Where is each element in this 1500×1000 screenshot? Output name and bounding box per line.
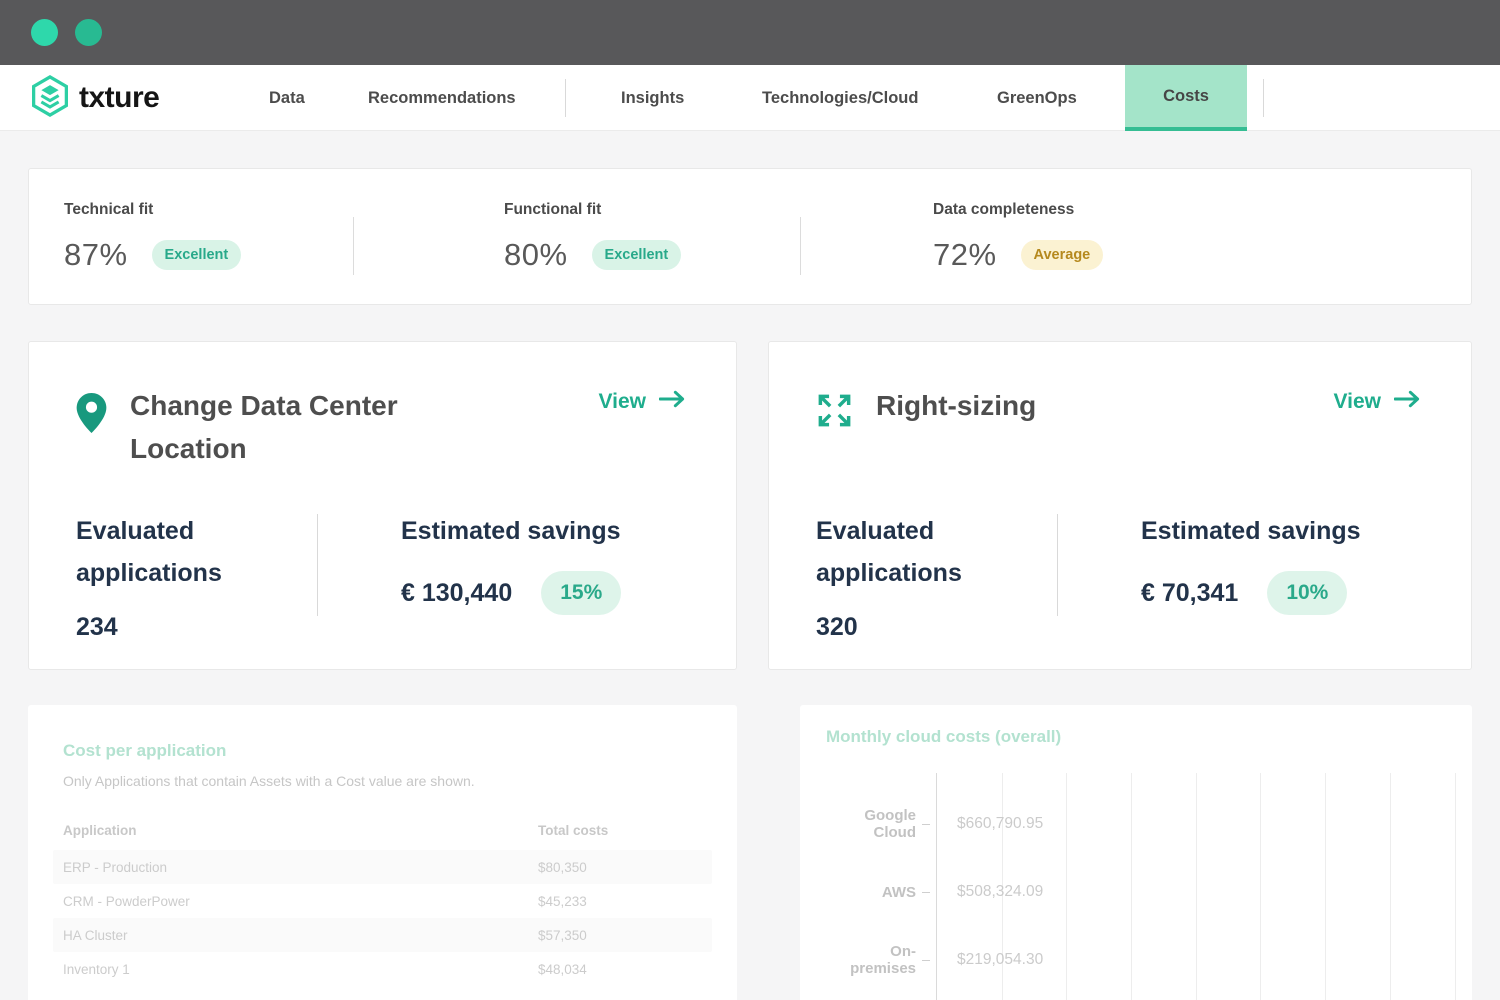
brand-wordmark: txture: [79, 81, 160, 114]
stat-divider: [1057, 514, 1058, 616]
metric-label: Technical fit: [64, 201, 154, 218]
monthly-cloud-costs-panel: Monthly cloud costs (overall) Google Clo…: [800, 705, 1472, 1000]
nav-tab-greenops[interactable]: GreenOps: [997, 88, 1077, 107]
cell-total-costs: $48,034: [538, 961, 587, 977]
chart-row-google-cloud: Google Cloud $660,790.95: [826, 796, 1472, 852]
view-link-label: View: [1333, 390, 1381, 413]
cell-total-costs: $80,350: [538, 859, 587, 875]
stat-estimated-savings: Estimated savings € 130,440 15%: [318, 510, 622, 642]
stat-evaluated-applications: Evaluated applications 320: [816, 510, 1057, 642]
table-row[interactable]: CRM - PowderPower $45,233: [53, 884, 712, 918]
bar-value-label: $508,324.09: [957, 883, 1044, 900]
view-link[interactable]: View: [599, 390, 686, 414]
chart-gridlines: [937, 773, 1461, 1000]
metrics-summary-card: Technical fit 87% Excellent Functional f…: [28, 168, 1472, 305]
stat-evaluated-applications: Evaluated applications 234: [76, 510, 317, 642]
cell-total-costs: $57,350: [538, 927, 587, 943]
bar-value-label: $660,790.95: [957, 815, 1044, 832]
metric-value: 87%: [64, 237, 128, 272]
metric-label: Functional fit: [504, 201, 602, 218]
location-pin-icon: [76, 392, 107, 439]
horizontal-bar-chart: Google Cloud $660,790.95 AWS: [826, 773, 1472, 1000]
metric-label: Data completeness: [933, 201, 1075, 218]
recommendation-title: Right-sizing: [876, 390, 1037, 421]
table-row[interactable]: HA Cluster $57,350: [53, 918, 712, 952]
chart-title: Monthly cloud costs (overall): [826, 727, 1062, 746]
axis-tick: [922, 891, 930, 893]
column-header-application: Application: [63, 822, 137, 838]
cost-table: Application Total costs ERP - Production…: [53, 814, 712, 986]
nav-tab-insights[interactable]: Insights: [621, 88, 685, 107]
txture-logo-icon: [30, 74, 70, 123]
panel-title: Cost per application: [63, 741, 227, 760]
nav-tab-technologies-cloud[interactable]: Technologies/Cloud: [762, 88, 919, 107]
cell-application: HA Cluster: [63, 927, 128, 943]
stat-value: € 130,440: [401, 578, 513, 607]
chart-y-axis: [936, 773, 937, 1000]
bar-value-label: $219,054.30: [957, 951, 1044, 968]
nav-tab-recommendations[interactable]: Recommendations: [368, 88, 516, 107]
stat-value: 234: [76, 613, 118, 641]
chart-row-aws: AWS $508,324.09: [826, 864, 1472, 920]
metric-value: 72%: [933, 237, 997, 272]
column-header-total-costs: Total costs: [538, 822, 609, 838]
window-control-dot-1[interactable]: [31, 19, 58, 46]
window-control-dot-2[interactable]: [75, 19, 102, 46]
brand-logo[interactable]: txture: [30, 65, 160, 131]
chart-row-on-premises: On-premises $219,054.30: [826, 932, 1472, 988]
category-label: Google Cloud: [864, 807, 916, 841]
stat-label: Evaluated applications: [816, 517, 962, 587]
nav-divider: [1263, 79, 1264, 117]
metric-data-completeness: Data completeness 72% Average: [800, 169, 1471, 304]
recommendation-card-change-data-center: Change Data Center Location View Evaluat…: [28, 341, 737, 670]
metric-technical-fit: Technical fit 87% Excellent: [29, 169, 353, 304]
recommendation-card-right-sizing: Right-sizing View Evaluated applications…: [768, 341, 1472, 670]
stat-value: 320: [816, 613, 858, 641]
cost-per-application-panel: Cost per application Only Applications t…: [28, 705, 737, 1000]
stat-estimated-savings: Estimated savings € 70,341 10%: [1058, 510, 1361, 642]
table-row[interactable]: Inventory 1 $48,034: [53, 952, 712, 986]
nav-tab-costs-active[interactable]: Costs: [1125, 65, 1247, 131]
savings-percent-badge: 15%: [541, 571, 622, 615]
category-label: AWS: [881, 883, 916, 901]
status-badge: Average: [1020, 240, 1104, 270]
window-titlebar: [0, 0, 1500, 65]
axis-tick: [922, 823, 930, 825]
recommendation-title: Change Data Center Location: [130, 390, 398, 465]
cell-total-costs: $45,233: [538, 893, 587, 909]
panel-subtitle: Only Applications that contain Assets wi…: [63, 773, 475, 789]
arrow-right-icon: [1393, 390, 1421, 414]
nav-divider: [565, 79, 566, 117]
cell-application: CRM - PowderPower: [63, 893, 190, 909]
table-header-row: Application Total costs: [53, 814, 712, 846]
metric-divider: [353, 217, 354, 275]
category-label: On-premises: [850, 943, 916, 977]
nav-tab-data[interactable]: Data: [269, 88, 305, 107]
stat-label: Estimated savings: [401, 517, 621, 545]
arrow-right-icon: [658, 390, 686, 414]
stat-label: Estimated savings: [1141, 517, 1361, 545]
cell-application: Inventory 1: [63, 961, 130, 977]
view-link-label: View: [598, 390, 646, 413]
cell-application: ERP - Production: [63, 859, 168, 875]
stat-value: € 70,341: [1141, 578, 1239, 607]
expand-arrows-icon: [816, 392, 853, 434]
table-row[interactable]: ERP - Production $80,350: [53, 850, 712, 884]
metric-divider: [800, 217, 801, 275]
stat-label: Evaluated applications: [76, 517, 222, 587]
status-badge: Excellent: [151, 240, 242, 270]
stat-divider: [317, 514, 318, 616]
metric-functional-fit: Functional fit 80% Excellent: [353, 169, 800, 304]
savings-percent-badge: 10%: [1267, 571, 1348, 615]
axis-tick: [922, 959, 930, 961]
metric-value: 80%: [504, 237, 568, 272]
status-badge: Excellent: [591, 240, 682, 270]
top-navigation: txture Data Recommendations Insights Tec…: [0, 65, 1500, 131]
view-link[interactable]: View: [1334, 390, 1421, 414]
